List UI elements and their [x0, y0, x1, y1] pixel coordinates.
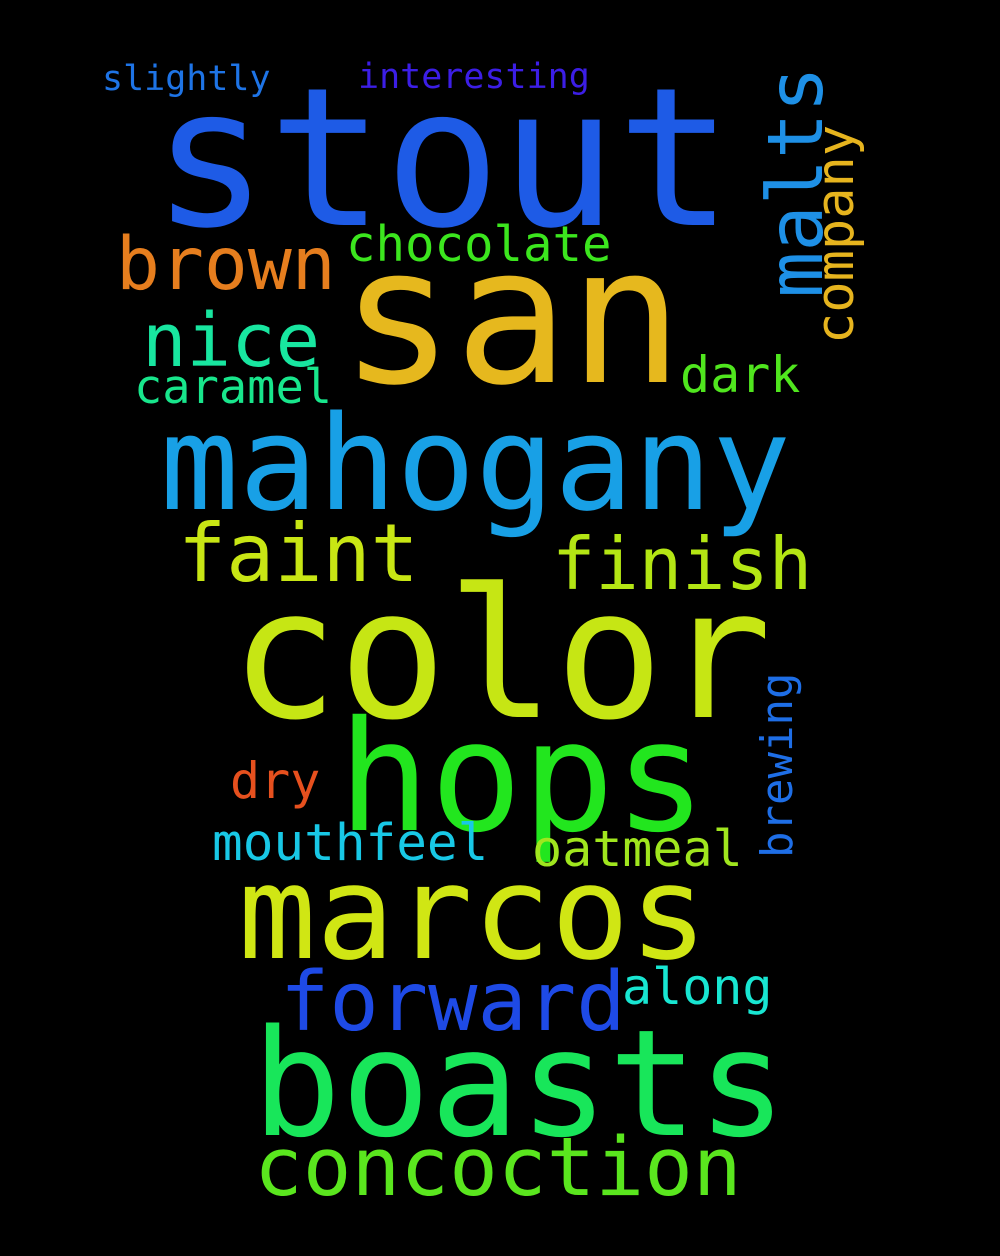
word-company: company — [806, 124, 866, 344]
word-concoction: concoction — [254, 1121, 742, 1215]
word-hops: hops — [338, 689, 707, 867]
word-dry: dry — [230, 752, 321, 810]
word-brewing: brewing — [752, 672, 803, 858]
word-faint: faint — [178, 507, 419, 600]
word-boasts: boasts — [252, 998, 787, 1170]
word-oatmeal: oatmeal — [532, 820, 743, 878]
word-color: color — [230, 551, 772, 760]
word-brown: brown — [116, 222, 336, 307]
word-forward: forward — [280, 955, 626, 1050]
word-san: san — [340, 206, 684, 427]
word-mouthfeel: mouthfeel — [212, 814, 489, 873]
word-stout: stout — [152, 46, 733, 271]
word-caramel: caramel — [134, 360, 333, 415]
word-along: along — [622, 958, 773, 1016]
word-dark: dark — [680, 346, 801, 404]
word-interesting: interesting — [358, 57, 590, 97]
word-slightly: slightly — [102, 59, 271, 99]
word-mahogany: mahogany — [160, 387, 791, 540]
word-chocolate: chocolate — [346, 216, 612, 273]
word-marcos: marcos — [238, 837, 708, 989]
word-nice: nice — [142, 298, 321, 384]
word-finish: finish — [552, 522, 813, 606]
